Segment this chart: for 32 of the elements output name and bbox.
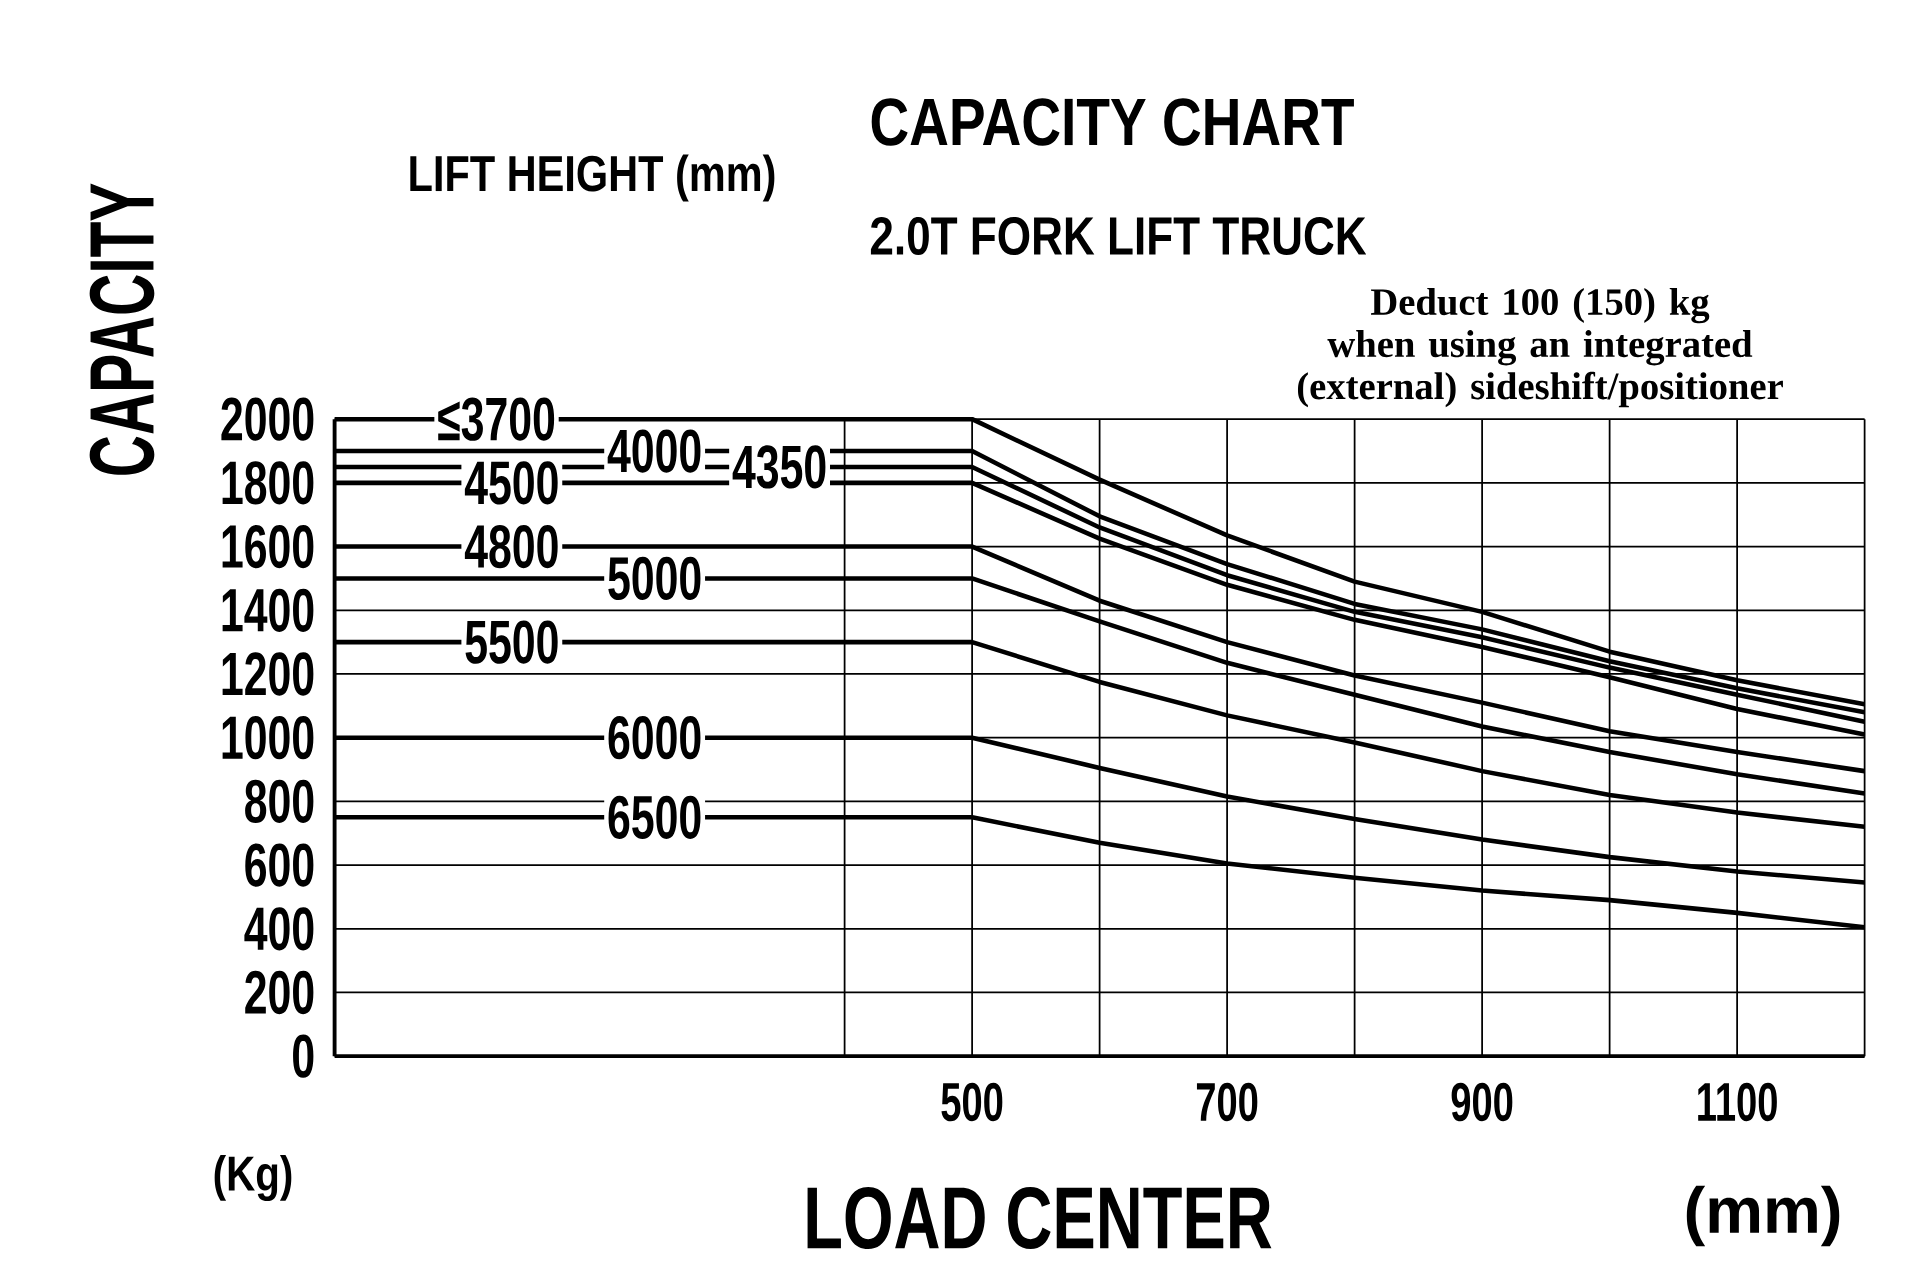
text: Deduct 100 (150) kg when using an integrated (external) sideshift/positioner	[1297, 287, 1783, 408]
series-label: 6500	[608, 795, 701, 839]
y-tick-label: 800	[245, 779, 314, 824]
y-tick-label: 1200	[222, 652, 314, 696]
x-tick-label: 900	[1451, 1082, 1513, 1122]
series-label: 5000	[608, 556, 701, 601]
chart-title: CAPACITY CHART	[871, 98, 1354, 146]
y-tick-label: 0	[293, 1034, 314, 1078]
legend-title: LIFT HEIGHT (mm)	[410, 154, 775, 202]
y-tick-label: 1000	[222, 716, 314, 760]
text: (mm)	[1686, 1185, 1840, 1247]
series-label: 4500	[464, 461, 558, 505]
series-label: 4800	[464, 524, 558, 569]
x-axis-title: LOAD CENTER	[807, 1186, 1272, 1250]
y-tick-label: 1400	[222, 588, 314, 632]
chart-subtitle: 2.0T FORK LIFT TRUCK	[870, 216, 1367, 256]
y-tick-label: 1600	[222, 524, 314, 569]
y-tick-label: 1800	[222, 461, 314, 505]
series-label: 6000	[608, 716, 701, 760]
y-axis-title: CAPACITY	[89, 183, 155, 475]
series-label: 4000	[607, 429, 701, 473]
series-label: ≤3700	[438, 397, 555, 441]
y-tick-label: 200	[245, 970, 314, 1015]
y-tick-label: 2000	[221, 397, 314, 441]
series-label: 5500	[465, 620, 558, 664]
series-label: 4350	[732, 445, 826, 489]
x-tick-label: 700	[1196, 1082, 1258, 1122]
x-tick-label: 500	[941, 1082, 1003, 1122]
x-tick-label: 1100	[1698, 1082, 1777, 1122]
y-tick-label: 600	[245, 843, 314, 887]
text: (Kg)	[214, 1154, 292, 1202]
y-tick-label: 400	[244, 907, 314, 951]
